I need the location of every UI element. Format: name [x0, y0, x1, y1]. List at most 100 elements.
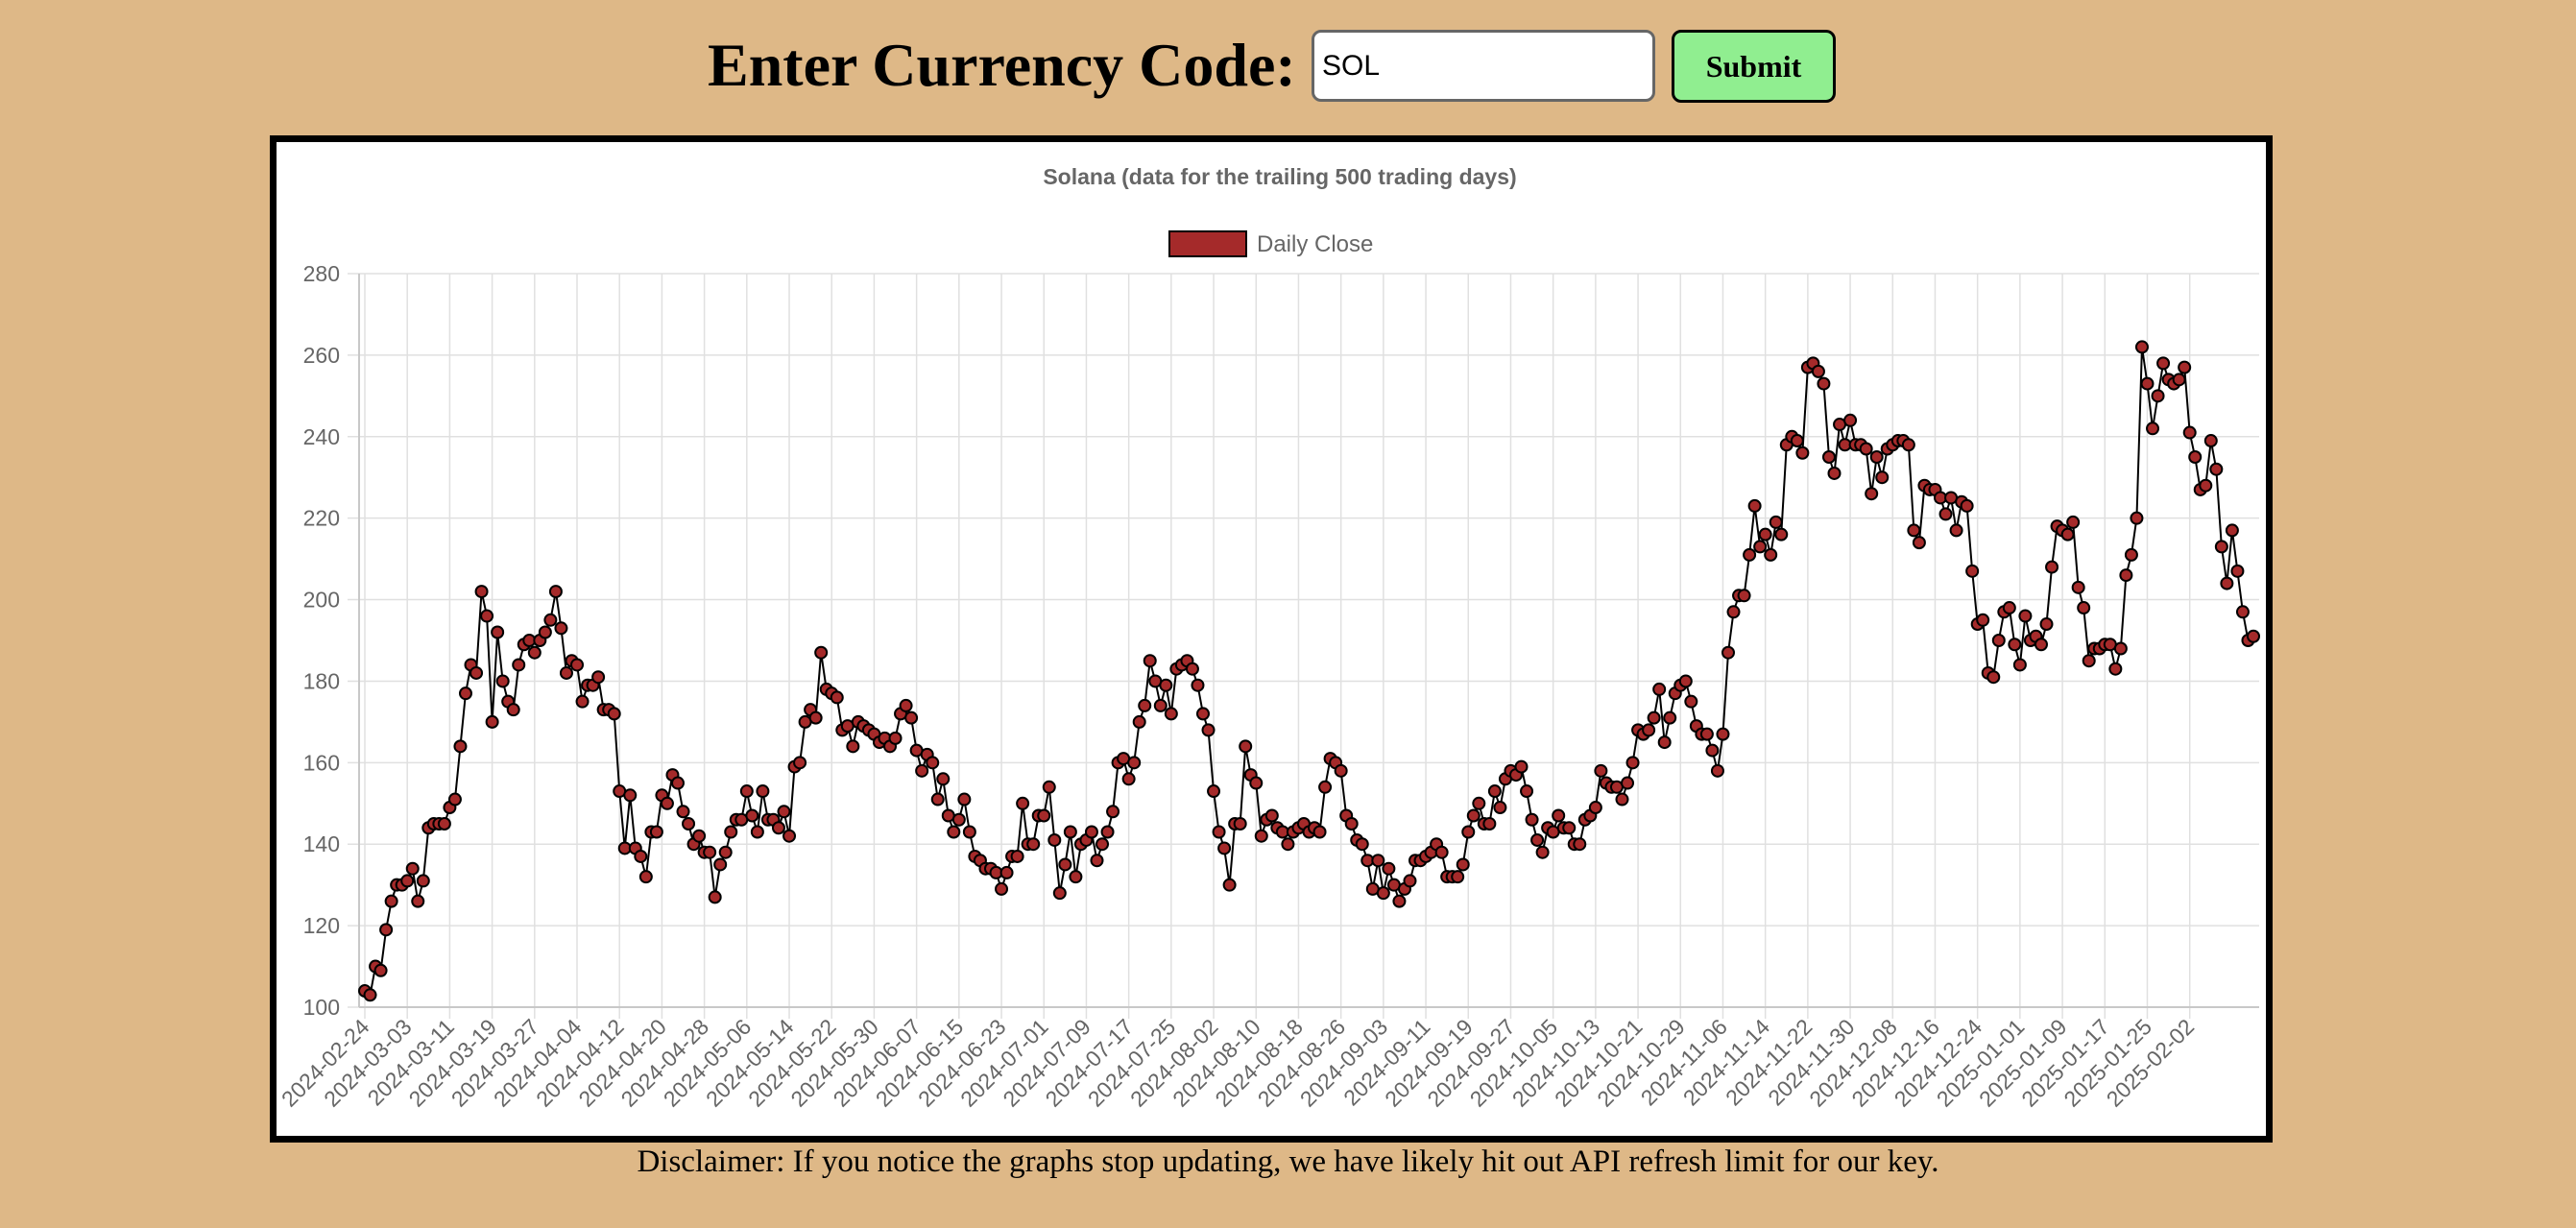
data-point: [888, 731, 903, 745]
data-point: [947, 825, 961, 839]
data-point: [1965, 564, 1980, 578]
data-point: [1106, 805, 1120, 819]
data-point: [1827, 466, 1842, 480]
data-point: [634, 849, 648, 863]
data-point: [718, 845, 733, 859]
data-point: [2235, 605, 2250, 619]
currency-form: Enter Currency Code: Submit: [0, 0, 2576, 134]
y-tick-label: 180: [303, 668, 340, 693]
data-point: [1678, 674, 1693, 688]
data-point: [1052, 886, 1067, 901]
data-point: [559, 665, 573, 680]
data-point: [1344, 817, 1359, 831]
data-point: [1047, 832, 1062, 847]
data-point: [1121, 772, 1136, 786]
data-point: [1514, 759, 1529, 774]
data-point: [1843, 413, 1858, 427]
data-point: [437, 817, 451, 831]
data-point: [2060, 527, 2075, 542]
data-point: [1615, 792, 1629, 807]
currency-prompt-label: Enter Currency Code:: [708, 31, 1296, 99]
data-point: [1790, 434, 1804, 448]
data-point: [936, 772, 951, 786]
data-point: [2066, 515, 2081, 529]
data-point: [1684, 694, 1698, 709]
data-point: [1726, 605, 1741, 619]
data-point: [363, 988, 377, 1002]
data-point: [1138, 698, 1152, 712]
data-point: [1254, 829, 1268, 843]
data-point: [1239, 739, 1253, 754]
data-point: [745, 808, 759, 823]
chart-title: Solana (data for the trailing 500 tradin…: [1043, 164, 1516, 189]
data-point: [2045, 560, 2059, 574]
data-point: [649, 825, 663, 839]
data-point: [1318, 780, 1333, 794]
data-point: [1487, 784, 1502, 799]
data-point: [1143, 654, 1157, 668]
data-point: [1625, 756, 1640, 770]
data-point: [1949, 523, 1963, 538]
data-point: [1217, 841, 1232, 855]
data-point: [703, 845, 717, 859]
data-point: [2018, 609, 2033, 623]
data-point: [1573, 837, 1587, 852]
data-point: [538, 625, 552, 639]
data-point: [1716, 727, 1730, 741]
chart-axes: 1001201401601802002202402602802024-02-24…: [277, 261, 2259, 1112]
data-point: [1084, 825, 1098, 839]
data-point: [1132, 714, 1146, 729]
data-point: [782, 829, 797, 843]
data-point: [1233, 817, 1247, 831]
data-point: [904, 710, 919, 725]
data-point: [480, 609, 494, 623]
data-point: [491, 625, 505, 639]
data-point: [2077, 601, 2091, 615]
data-point: [2082, 654, 2096, 668]
data-point: [1621, 776, 1635, 790]
data-point: [713, 857, 728, 872]
data-point: [1652, 682, 1667, 696]
data-point: [2039, 617, 2054, 632]
data-point: [1185, 662, 1199, 676]
data-point: [1434, 845, 1449, 859]
data-point: [1743, 547, 1757, 562]
data-point: [995, 881, 1009, 896]
data-point: [1010, 849, 1024, 863]
data-point: [1153, 698, 1168, 712]
data-point: [1976, 613, 1990, 627]
data-point: [1710, 763, 1724, 778]
disclaimer-text: Disclaimer: If you notice the graphs sto…: [637, 1144, 1939, 1179]
currency-code-input[interactable]: [1312, 30, 1655, 102]
data-point: [1753, 540, 1768, 554]
data-point: [1764, 547, 1778, 562]
legend-swatch: [1168, 230, 1247, 257]
data-point: [512, 658, 526, 672]
y-tick-label: 120: [303, 913, 340, 938]
data-point: [2209, 462, 2224, 476]
data-point: [692, 829, 707, 843]
data-point: [373, 963, 388, 977]
data-point: [548, 585, 563, 599]
data-point: [1042, 780, 1056, 794]
data-point: [2247, 629, 2260, 643]
data-point: [2034, 638, 2048, 652]
data-point: [756, 784, 770, 799]
data-point: [384, 894, 398, 908]
data-point: [1249, 776, 1264, 790]
data-point: [1869, 450, 1884, 464]
submit-button[interactable]: Submit: [1672, 30, 1836, 103]
data-point: [2140, 376, 2155, 391]
data-point: [453, 739, 468, 754]
data-point: [1281, 837, 1295, 852]
data-point: [750, 825, 764, 839]
data-point: [1747, 498, 1762, 513]
data-point: [1907, 523, 1921, 538]
data-point: [1901, 438, 1915, 452]
y-tick-label: 240: [303, 424, 340, 449]
data-point: [1026, 837, 1041, 852]
data-point: [660, 796, 674, 810]
data-point: [777, 805, 791, 819]
data-point: [2134, 340, 2149, 354]
data-point: [1159, 678, 1173, 692]
